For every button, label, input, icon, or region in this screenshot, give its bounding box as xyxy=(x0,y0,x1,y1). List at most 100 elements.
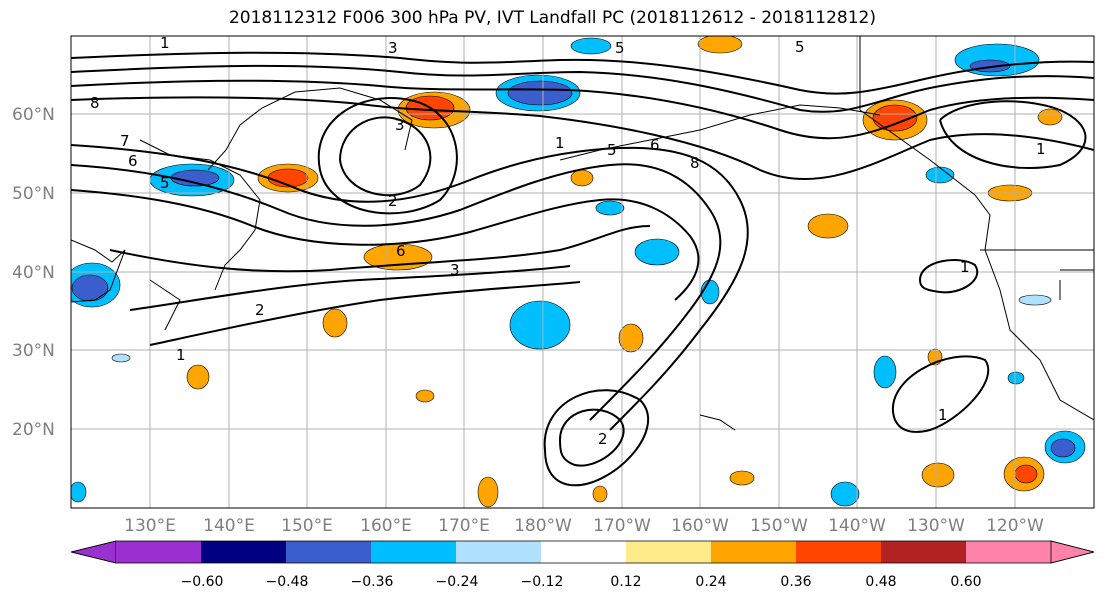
pv-positive-region xyxy=(697,36,743,54)
pv-positive-region xyxy=(618,323,644,353)
lon-label: 120°W xyxy=(986,516,1044,536)
pv-negative-region xyxy=(570,37,612,55)
contour-label: 2 xyxy=(598,430,608,448)
contour-label: 3 xyxy=(450,261,460,279)
colorbar-segment xyxy=(116,541,201,563)
pv-positive-region xyxy=(921,462,955,488)
lon-label: 160°W xyxy=(671,516,729,536)
pv-negative-region xyxy=(509,300,571,350)
longitude-labels: 130°E 140°E 150°E 160°E 170°E 180°W 170°… xyxy=(124,516,1044,536)
lat-label: 50°N xyxy=(12,184,55,204)
pv-negative-region xyxy=(873,355,897,389)
pv-positive-core xyxy=(872,104,918,132)
pv-positive-region xyxy=(415,389,435,403)
pv-negative-core xyxy=(1050,438,1076,458)
contour-label: 1 xyxy=(160,34,170,52)
pv-negative-region xyxy=(111,353,131,363)
pv-positive-region xyxy=(570,169,594,187)
contour-label: 5 xyxy=(160,174,170,192)
colorbar-segment xyxy=(881,541,966,563)
pv-negative-region xyxy=(1007,371,1025,385)
contour-label: 1 xyxy=(555,134,565,152)
ivt-contours xyxy=(71,51,1094,487)
pv-negative-region xyxy=(925,166,955,184)
contour-label: 5 xyxy=(607,141,617,159)
contour-label: 5 xyxy=(795,38,805,56)
lat-label: 20°N xyxy=(12,420,55,440)
colorbar-tick-label: 0.48 xyxy=(865,574,896,590)
pv-positive-region xyxy=(807,213,849,239)
pv-negative-region xyxy=(700,279,720,305)
colorbar-segment xyxy=(456,541,541,563)
pv-positive-region xyxy=(592,485,608,503)
latitude-labels: 60°N 50°N 40°N 30°N 20°N xyxy=(12,105,55,440)
contour-label: 1 xyxy=(1036,140,1046,158)
contour-label: 2 xyxy=(255,301,265,319)
pv-negative-region xyxy=(595,200,625,216)
pv-positive-core xyxy=(1014,464,1038,484)
pv-negative-region xyxy=(1018,294,1052,306)
colorbar xyxy=(70,540,1095,564)
colorbar-segment xyxy=(966,541,1051,563)
pv-positive-region xyxy=(729,470,755,486)
colorbar-tick-label: −0.12 xyxy=(521,574,564,590)
pv-anomaly-shading xyxy=(71,36,1086,508)
coastlines xyxy=(71,36,1094,431)
lon-label: 130°W xyxy=(907,516,965,536)
pv-negative-core xyxy=(71,274,109,302)
contour-label: 2 xyxy=(388,192,398,210)
pv-negative-region xyxy=(830,481,860,507)
colorbar-segment xyxy=(286,541,371,563)
pv-negative-region xyxy=(71,481,87,503)
lon-label: 150°E xyxy=(281,516,333,536)
lat-label: 40°N xyxy=(12,263,55,283)
colorbar-segment xyxy=(796,541,881,563)
contour-label: 6 xyxy=(128,152,138,170)
colorbar-segment xyxy=(1050,540,1095,564)
pv-positive-region xyxy=(322,308,348,338)
contour-label: 8 xyxy=(90,94,100,112)
pv-negative-core xyxy=(507,80,573,106)
pv-positive-region xyxy=(186,364,210,390)
pv-positive-region xyxy=(477,476,499,508)
lat-label: 60°N xyxy=(12,105,55,125)
colorbar-segment xyxy=(541,541,626,563)
contour-label: 7 xyxy=(120,132,130,150)
lon-label: 140°E xyxy=(203,516,255,536)
contour-label: 8 xyxy=(690,154,700,172)
colorbar-tick-label: −0.48 xyxy=(266,574,309,590)
lon-label: 130°E xyxy=(124,516,176,536)
colorbar-tick-label: −0.24 xyxy=(436,574,479,590)
pv-positive-region xyxy=(1037,108,1063,126)
lon-label: 170°W xyxy=(593,516,651,536)
colorbar-tick-label: 0.60 xyxy=(950,574,981,590)
map-title: 2018112312 F006 300 hPa PV, IVT Landfall… xyxy=(228,8,876,28)
lon-label: 170°E xyxy=(438,516,490,536)
lat-label: 30°N xyxy=(12,341,55,361)
pv-negative-region xyxy=(634,238,680,266)
lon-label: 150°W xyxy=(750,516,808,536)
lon-label: 180°W xyxy=(514,516,572,536)
contour-label: 6 xyxy=(396,242,406,260)
contour-label: 5 xyxy=(615,39,625,57)
colorbar-segment xyxy=(201,541,286,563)
colorbar-tick-label: 0.12 xyxy=(610,574,641,590)
contour-labels: 1 3 5 5 8 7 6 5 1 3 2 2 6 3 1 5 6 8 1 2 … xyxy=(90,34,1046,448)
contour-label: 6 xyxy=(650,136,660,154)
plot-frame xyxy=(70,35,1095,509)
colorbar-tick-label: −0.36 xyxy=(351,574,394,590)
contour-label: 1 xyxy=(176,346,186,364)
colorbar-outline xyxy=(70,540,1095,564)
colorbar-segment xyxy=(711,541,796,563)
colorbar-segment xyxy=(371,541,456,563)
contour-label: 1 xyxy=(960,258,970,276)
colorbar-segment xyxy=(626,541,711,563)
colorbar-tick-label: 0.24 xyxy=(695,574,726,590)
lon-label: 140°W xyxy=(828,516,886,536)
colorbar-tick-label: 0.36 xyxy=(780,574,811,590)
contour-label: 3 xyxy=(388,39,398,57)
colorbar-ticks: −0.60 −0.48 −0.36 −0.24 −0.12 0.12 0.24 … xyxy=(181,574,982,590)
lon-label: 160°E xyxy=(360,516,412,536)
contour-label: 3 xyxy=(395,116,405,134)
